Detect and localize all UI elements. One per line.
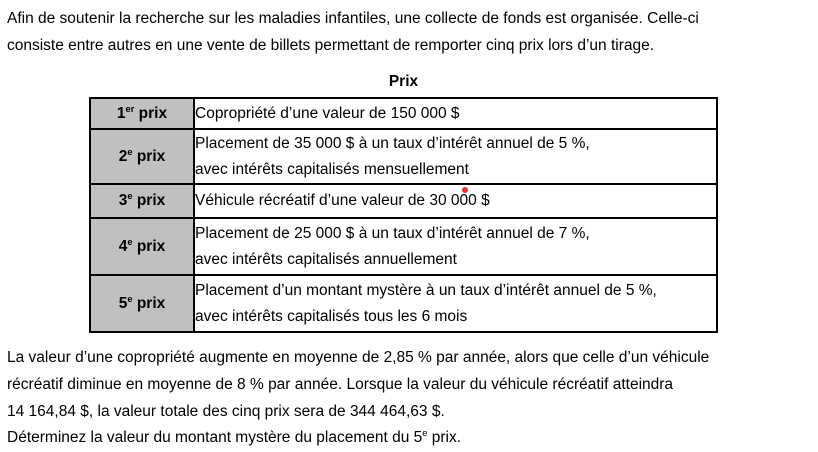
question-text: Déterminez la valeur du montant mystère …: [7, 427, 462, 446]
ordinal-superscript: e: [127, 146, 133, 157]
prize-description-line: avec intérêts capitalisés annuellement: [195, 250, 457, 268]
prize-description-cell: Véhicule récréatif d’une valeur de 30 00…: [193, 183, 718, 219]
prize-description-cell: Placement d’un montant mystère à un taux…: [193, 274, 718, 333]
prize-row: 1er prix Copropriété d’une valeur de 150…: [89, 97, 718, 130]
prize-row: 2e prix Placement de 35 000 $ à un taux …: [89, 128, 718, 185]
body-line: récréatif diminue en moyenne de 8 % par …: [7, 376, 674, 393]
prizes-table: 1er prix Copropriété d’une valeur de 150…: [89, 97, 718, 333]
prize-description-cell: Placement de 25 000 $ à un taux d’intérê…: [193, 217, 718, 276]
prize-row: 3e prix Véhicule récréatif d’une valeur …: [89, 183, 718, 219]
prize-description-line: avec intérêts capitalisés mensuellement: [195, 160, 469, 178]
ordinal-superscript: e: [127, 236, 133, 247]
prize-row: 5e prix Placement d’un montant mystère à…: [89, 274, 718, 333]
prize-description-line: Placement de 25 000 $ à un taux d’intérê…: [195, 224, 590, 242]
ordinal-superscript: e: [127, 190, 133, 201]
prize-description-cell: Copropriété d’une valeur de 150 000 $: [193, 97, 718, 130]
prize-rank-label: 5e prix: [118, 293, 166, 312]
prize-description-line: Placement de 35 000 $ à un taux d’intérê…: [195, 134, 590, 152]
intro-line: Afin de soutenir la recherche sur les ma…: [7, 10, 699, 27]
body-line: 14 164,84 $, la valeur totale des cinq p…: [7, 403, 445, 420]
prize-rank-label: 1er prix: [116, 103, 168, 122]
prizes-table-title: Prix: [388, 73, 419, 90]
prize-rank-label: 3e prix: [118, 190, 166, 209]
prize-description-line: Véhicule récréatif d’une valeur de 30 00…: [195, 192, 490, 209]
prize-description-line: avec intérêts capitalisés tous les 6 moi…: [195, 307, 468, 325]
prize-description-line: Copropriété d’une valeur de 150 000 $: [195, 104, 460, 122]
prize-rank-cell: 2e prix: [89, 128, 195, 185]
prize-rank-cell: 4e prix: [89, 217, 195, 276]
body-paragraph: La valeur d’une copropriété augmente en …: [7, 344, 709, 425]
prize-rank-label: 2e prix: [118, 146, 166, 165]
prize-row: 4e prix Placement de 25 000 $ à un taux …: [89, 217, 718, 276]
intro-paragraph: Afin de soutenir la recherche sur les ma…: [7, 5, 699, 59]
prize-rank-cell: 3e prix: [89, 183, 195, 219]
ordinal-superscript: er: [125, 103, 135, 114]
prize-rank-cell: 1er prix: [89, 97, 195, 130]
body-line: La valeur d’une copropriété augmente en …: [7, 349, 710, 366]
intro-line: consiste entre autres en une vente de bi…: [7, 37, 655, 54]
prize-rank-cell: 5e prix: [89, 274, 195, 333]
question-paragraph: Déterminez la valeur du montant mystère …: [7, 424, 461, 451]
prize-description-line: Placement d’un montant mystère à un taux…: [195, 281, 657, 299]
red-dot-marker: [462, 187, 468, 193]
ordinal-superscript: e: [127, 293, 133, 304]
ordinal-superscript: e: [422, 427, 428, 438]
prize-description-cell: Placement de 35 000 $ à un taux d’intérê…: [193, 128, 718, 185]
prize-rank-label: 4e prix: [118, 236, 166, 255]
